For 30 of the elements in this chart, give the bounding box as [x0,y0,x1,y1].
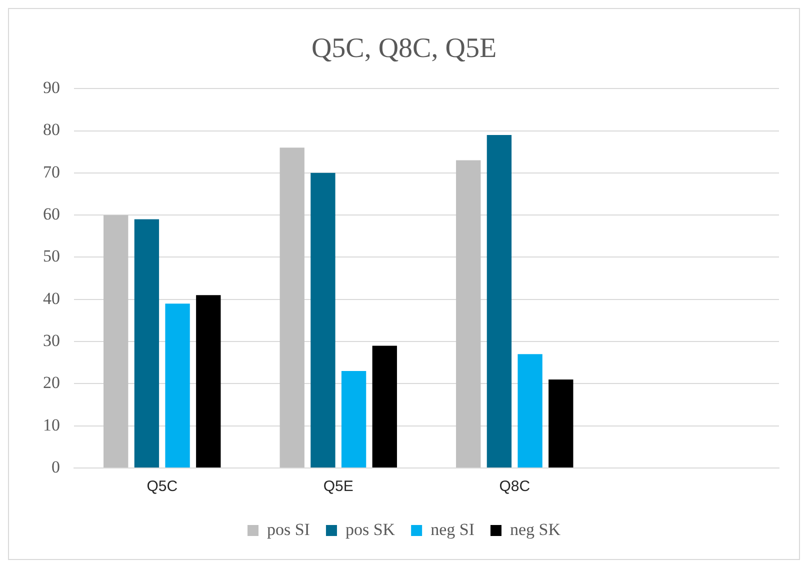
bar [134,219,160,468]
bar [548,379,574,468]
legend-label: neg SK [510,520,562,539]
bar [280,148,304,468]
chart-title: Q5C, Q8C, Q5E [311,33,497,64]
bar [165,304,190,468]
bar [372,346,397,468]
y-tick-label: 40 [43,288,60,308]
x-tick-label: Q8C [499,478,530,496]
bar [341,371,366,468]
legend-label: pos SI [266,520,310,539]
y-tick-label: 0 [52,457,60,476]
bar [486,134,512,468]
y-tick-label: 60 [43,204,60,224]
x-tick-label: Q5E [323,478,354,496]
y-tick-label: 30 [43,331,60,350]
y-tick-label: 90 [43,78,60,98]
legend-label: pos SK [345,520,396,539]
y-tick-label: 10 [43,415,60,434]
y-tick-label: 70 [43,162,60,182]
bar [310,172,336,468]
bar [196,295,221,468]
bar [456,160,481,468]
y-tick-label: 20 [43,373,60,392]
x-tick-label: Q5C [146,478,178,496]
y-tick-label: 80 [43,120,60,140]
legend-label: neg SI [430,520,475,539]
bar [518,354,542,468]
y-tick-label: 50 [43,246,60,266]
bar [104,215,128,468]
